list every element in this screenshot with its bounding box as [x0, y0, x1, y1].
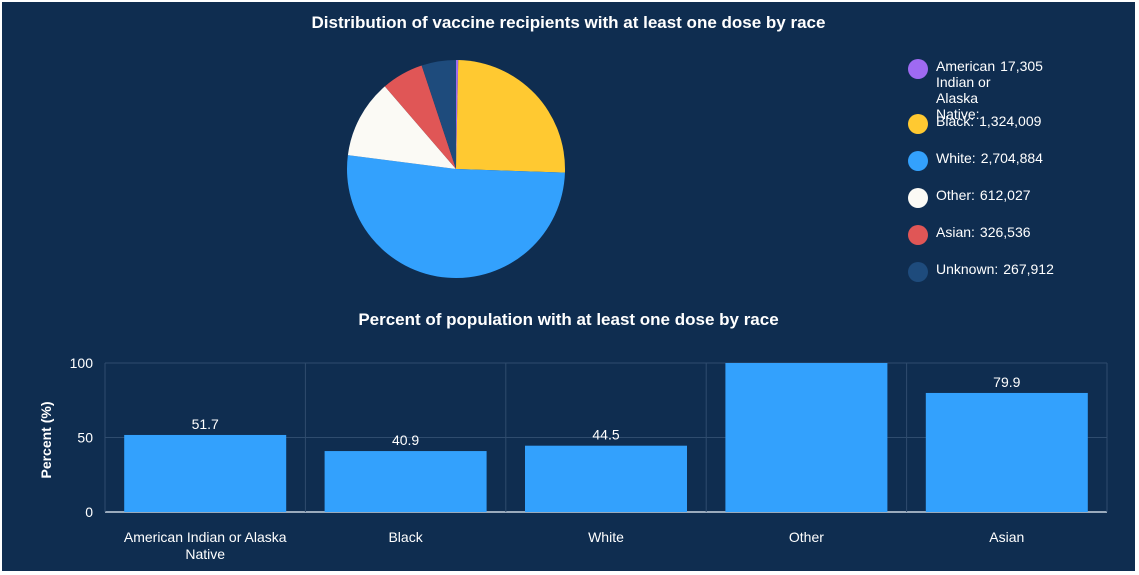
bar-data-label: 40.9 — [392, 432, 419, 448]
legend-item[interactable]: Asian: 326,536 — [908, 224, 1031, 245]
pie-chart-title: Distribution of vaccine recipients with … — [311, 13, 826, 32]
pie-slice-0[interactable] — [456, 59, 459, 169]
legend-item[interactable]: Black: 1,324,009 — [908, 113, 1041, 134]
bar[interactable] — [525, 445, 687, 512]
x-tick-label: American Indian or Alaska Native — [124, 529, 287, 562]
legend-swatch — [908, 188, 928, 208]
legend-value: 2,704,884 — [980, 150, 1043, 166]
bar-data-label: 51.7 — [192, 416, 219, 432]
pie-slice-3[interactable] — [347, 86, 456, 169]
y-axis-label: Percent (%) — [38, 401, 54, 479]
x-tick-label: White — [588, 529, 624, 545]
bar-data-label: 44.5 — [592, 427, 619, 443]
legend-value: 1,324,009 — [979, 113, 1042, 129]
x-tick-label: Asian — [989, 529, 1024, 545]
legend-label: American Indian or Alaska Native: — [936, 58, 996, 122]
legend-label: Unknown: — [936, 261, 999, 277]
legend-swatch — [908, 151, 928, 171]
legend-item[interactable]: Unknown: 267,912 — [908, 261, 1054, 282]
bar[interactable] — [925, 392, 1088, 512]
legend-value: 612,027 — [979, 187, 1031, 203]
pie-slice-4[interactable] — [384, 65, 456, 169]
bar[interactable] — [124, 434, 287, 512]
legend-item[interactable]: Other: 612,027 — [908, 187, 1031, 208]
legend-label: White: — [936, 150, 976, 166]
legend-item[interactable]: White: 2,704,884 — [908, 150, 1043, 171]
legend-value: 326,536 — [979, 224, 1031, 240]
pie-slice-2[interactable] — [347, 155, 565, 279]
bar[interactable] — [725, 363, 888, 512]
pie-slice-1[interactable] — [456, 60, 566, 173]
legend-swatch — [908, 262, 928, 282]
legend-label: Other: — [936, 187, 975, 203]
x-tick-label: Black — [388, 529, 423, 545]
x-tick-label: Other — [789, 529, 824, 545]
y-tick-label: 100 — [70, 355, 94, 371]
y-tick-label: 0 — [85, 504, 93, 520]
legend-swatch — [908, 114, 928, 134]
legend-swatch — [908, 59, 928, 79]
bar-chart-title: Percent of population with at least one … — [358, 310, 779, 329]
legend-value: 17,305 — [1000, 58, 1043, 74]
bar[interactable] — [324, 451, 487, 512]
pie-slice-5[interactable] — [421, 60, 456, 169]
pie-chart — [347, 59, 566, 279]
legend-swatch — [908, 225, 928, 245]
bar-data-label: 79.9 — [993, 374, 1020, 390]
legend-item[interactable]: American Indian or Alaska Native: 17,305 — [908, 58, 1043, 122]
legend-value: 267,912 — [1003, 261, 1054, 277]
bar-chart: 0 50 100 51.7 American Indian or Alaska Nativ… — [70, 355, 1108, 562]
legend-label: Asian: — [936, 224, 975, 240]
legend-label: Black: — [936, 113, 975, 129]
y-tick-label: 50 — [77, 430, 93, 446]
